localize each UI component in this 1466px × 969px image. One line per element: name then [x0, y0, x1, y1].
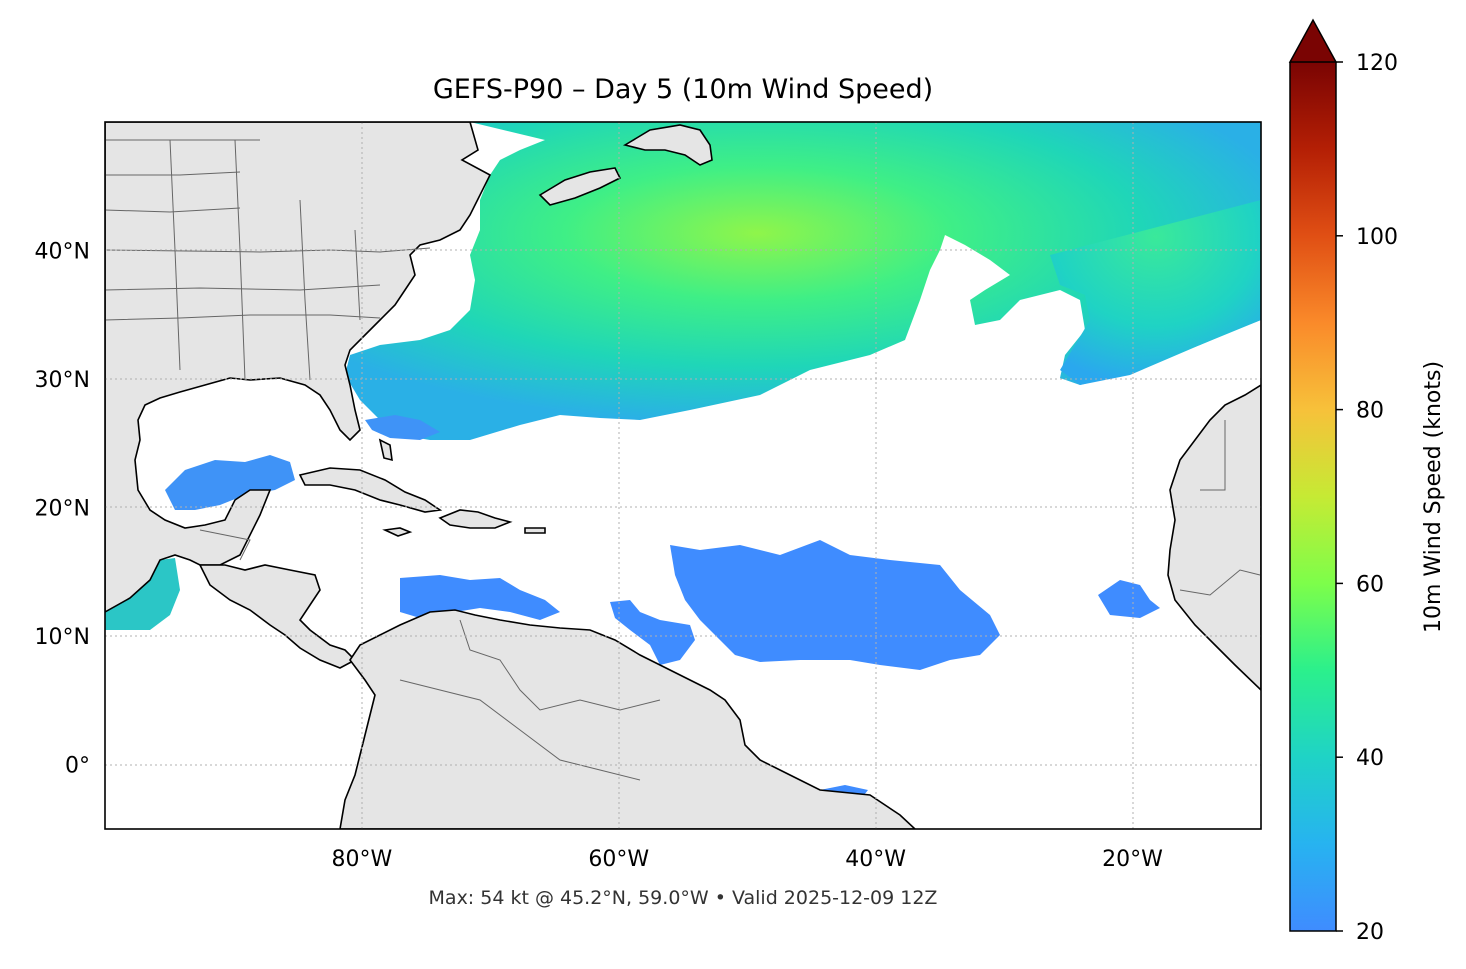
wind-region-itcz-central: [670, 540, 1000, 670]
colorbar-label: 10m Wind Speed (knots): [1421, 361, 1446, 633]
land-florida-cays: [378, 438, 393, 462]
colorbar-tick-label: 100: [1356, 225, 1398, 250]
lat-tick-label: 0°: [65, 754, 90, 779]
latitude-ticks: 40°N 30°N 20°N 10°N 0°: [35, 240, 90, 779]
wind-region-itcz-west: [610, 600, 695, 665]
lon-tick-label: 60°W: [588, 847, 649, 872]
land-newfoundland: [622, 124, 713, 166]
colorbar-gradient: [1290, 62, 1336, 931]
land-nova-scotia: [538, 167, 622, 206]
land-central-america: [198, 564, 357, 669]
colorbar-tick-label: 80: [1356, 399, 1384, 424]
colorbar-tick-label: 120: [1356, 51, 1398, 76]
wind-region-itcz-east: [1098, 580, 1160, 618]
lat-tick-label: 30°N: [35, 368, 90, 393]
lat-tick-label: 10°N: [35, 625, 90, 650]
lon-tick-label: 40°W: [845, 847, 906, 872]
lon-tick-label: 20°W: [1102, 847, 1163, 872]
max-info-footer: Max: 54 kt @ 45.2°N, 59.0°W • Valid 2025…: [429, 887, 938, 909]
chart-title: GEFS-P90 – Day 5 (10m Wind Speed): [433, 74, 933, 105]
wind-region-pacific: [105, 558, 180, 630]
land-south-america: [339, 609, 917, 829]
wind-region-gulf: [165, 455, 295, 510]
colorbar-outline: [1289, 62, 1337, 932]
land-north-america: [105, 122, 492, 613]
colorbar-tick-label: 60: [1356, 572, 1384, 597]
wind-speed-field: [105, 122, 1261, 800]
longitude-ticks: 80°W 60°W 40°W 20°W: [332, 847, 1164, 872]
land-jamaica: [382, 527, 413, 537]
colorbar-tick-label: 20: [1356, 920, 1384, 945]
wind-region-east: [1050, 200, 1261, 385]
land: [105, 122, 1261, 829]
wind-region-north-atlantic: [345, 122, 1261, 440]
map-frame: [104, 121, 1262, 830]
colorbar-ticks: 120 100 80 60 40 20: [1336, 51, 1398, 945]
land-hispaniola: [438, 509, 513, 529]
colorbar-tick-label: 40: [1356, 746, 1384, 771]
lon-tick-label: 80°W: [332, 847, 393, 872]
colorbar-extend-arrow: [1288, 18, 1338, 63]
land-cuba: [298, 467, 443, 513]
wind-region-caribbean: [400, 575, 560, 620]
lat-tick-label: 40°N: [35, 240, 90, 265]
land-puerto-rico: [524, 527, 546, 534]
lat-tick-label: 20°N: [35, 497, 90, 522]
map-area: [105, 122, 1261, 829]
wind-region-florida-keys: [365, 415, 440, 440]
land-africa: [1167, 384, 1261, 692]
colorbar: 120 100 80 60 40 20 10m Wind Speed (knots): [1288, 18, 1446, 945]
